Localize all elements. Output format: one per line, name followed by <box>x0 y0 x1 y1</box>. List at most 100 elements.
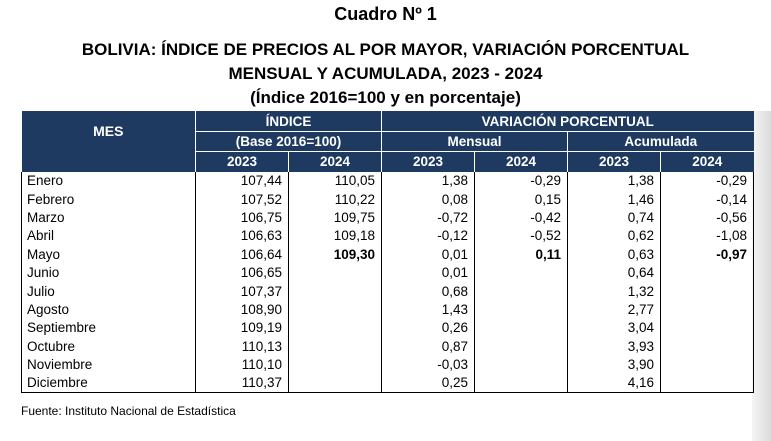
value-cell: 0,68 <box>381 281 476 301</box>
value-cell: 1,32 <box>567 281 662 301</box>
table-row: Enero 107,44 110,05 1,38 -0,29 1,38 -0,29 <box>21 171 755 190</box>
value-cell: 110,13 <box>195 337 289 356</box>
value-cell <box>474 281 569 301</box>
month-cell: Mayo <box>21 245 196 264</box>
header-year: 2024 <box>660 151 754 172</box>
value-cell <box>660 318 755 338</box>
value-cell: 0,62 <box>567 226 662 246</box>
value-cell <box>474 373 569 394</box>
source-note: Fuente: Instituto Nacional de Estadístic… <box>21 404 236 418</box>
table-row: Diciembre 110,37 0,25 4,16 <box>21 373 755 394</box>
month-cell: Marzo <box>21 208 196 227</box>
value-cell: 109,75 <box>288 208 383 227</box>
value-cell: 1,43 <box>381 300 476 319</box>
value-cell: 106,64 <box>195 245 289 264</box>
header-year: 2023 <box>381 151 475 172</box>
value-cell <box>660 355 755 374</box>
table-row: Febrero 107,52 110,22 0,08 0,15 1,46 -0,14 <box>21 189 755 209</box>
table-row: Junio 106,65 0,01 0,64 <box>21 263 755 282</box>
month-cell: Diciembre <box>21 373 196 394</box>
table-body: Enero 107,44 110,05 1,38 -0,29 1,38 -0,29 Febre… <box>21 171 755 394</box>
value-cell: 3,04 <box>567 318 662 338</box>
month-cell: Febrero <box>21 189 196 209</box>
value-cell: 3,93 <box>567 337 662 356</box>
value-cell: 0,87 <box>381 337 476 356</box>
value-cell: 0,63 <box>567 245 662 264</box>
table-row: Mayo 106,64 109,30 0,01 0,11 0,63 -0,97 <box>21 245 755 264</box>
value-cell: 106,75 <box>195 208 289 227</box>
value-cell: -0,29 <box>660 171 755 190</box>
value-cell <box>660 337 755 356</box>
table-row: Agosto 108,90 1,43 2,77 <box>21 300 755 319</box>
header-indice: ÍNDICE <box>194 111 382 132</box>
header-year: 2024 <box>287 151 382 172</box>
table-row: Julio 107,37 0,68 1,32 <box>21 281 755 301</box>
value-cell <box>474 337 569 356</box>
value-cell: 109,30 <box>288 245 383 264</box>
value-cell: 3,90 <box>567 355 662 374</box>
month-cell: Enero <box>21 171 196 190</box>
header-variacion: VARIACIÓN PORCENTUAL <box>381 111 754 132</box>
table-row: Septiembre 109,19 0,26 3,04 <box>21 318 755 338</box>
value-cell: 110,05 <box>288 171 383 190</box>
value-cell: 1,46 <box>567 189 662 209</box>
table-subtitle: (Índice 2016=100 y en porcentaje) <box>250 88 521 107</box>
value-cell: 0,64 <box>567 263 662 282</box>
value-cell <box>474 300 569 319</box>
table-title: BOLIVIA: ÍNDICE DE PRECIOS AL POR MAYOR,… <box>81 40 690 59</box>
value-cell <box>660 281 755 301</box>
price-index-table: MES ÍNDICE VARIACIÓN PORCENTUAL (Base 20… <box>21 111 755 394</box>
value-cell: 110,22 <box>288 189 383 209</box>
value-cell: 0,74 <box>567 208 662 227</box>
header-base: (Base 2016=100) <box>194 131 382 152</box>
value-cell: -0,72 <box>381 208 476 227</box>
value-cell: 109,18 <box>288 226 383 246</box>
value-cell: 0,15 <box>474 189 569 209</box>
value-cell <box>288 318 383 338</box>
value-cell: 2,77 <box>567 300 662 319</box>
table-number: Cuadro Nº 1 <box>334 4 437 24</box>
value-cell: 0,11 <box>474 245 569 264</box>
value-cell <box>288 281 383 301</box>
value-cell <box>660 373 755 394</box>
month-cell: Junio <box>21 263 196 282</box>
value-cell: -0,03 <box>381 355 476 374</box>
value-cell <box>288 263 383 282</box>
page-edge-shadow <box>752 111 771 441</box>
month-cell: Agosto <box>21 300 196 319</box>
value-cell: 1,38 <box>381 171 476 190</box>
value-cell: -0,29 <box>474 171 569 190</box>
value-cell: 0,01 <box>381 263 476 282</box>
header-acumulada: Acumulada <box>567 131 754 152</box>
value-cell: 107,44 <box>195 171 289 190</box>
value-cell <box>660 263 755 282</box>
value-cell: 107,37 <box>195 281 289 301</box>
value-cell: -1,08 <box>660 226 755 246</box>
header-mes: MES <box>21 111 196 152</box>
table-row: Noviembre 110,10 -0,03 3,90 <box>21 355 755 374</box>
value-cell: 109,19 <box>195 318 289 338</box>
value-cell <box>288 355 383 374</box>
value-cell: 1,38 <box>567 171 662 190</box>
month-cell: Septiembre <box>21 318 196 338</box>
header-mensual: Mensual <box>381 131 568 152</box>
header-year: 2023 <box>195 151 289 172</box>
table-row: Abril 106,63 109,18 -0,12 -0,52 0,62 -1,08 <box>21 226 755 246</box>
value-cell: -0,42 <box>474 208 569 227</box>
value-cell: 110,10 <box>195 355 289 374</box>
value-cell: 108,90 <box>195 300 289 319</box>
value-cell: -0,97 <box>660 245 755 264</box>
header-year: 2023 <box>567 151 661 172</box>
table-title-line2: MENSUAL Y ACUMULADA, 2023 - 2024 <box>228 64 543 83</box>
value-cell <box>660 300 755 319</box>
value-cell: -0,56 <box>660 208 755 227</box>
value-cell <box>474 263 569 282</box>
value-cell: 0,01 <box>381 245 476 264</box>
value-cell: 4,16 <box>567 373 662 394</box>
header-year: 2024 <box>474 151 568 172</box>
table-row: Octubre 110,13 0,87 3,93 <box>21 337 755 356</box>
month-cell: Abril <box>21 226 196 246</box>
header-blank <box>21 151 196 172</box>
value-cell <box>288 373 383 394</box>
value-cell: 106,63 <box>195 226 289 246</box>
